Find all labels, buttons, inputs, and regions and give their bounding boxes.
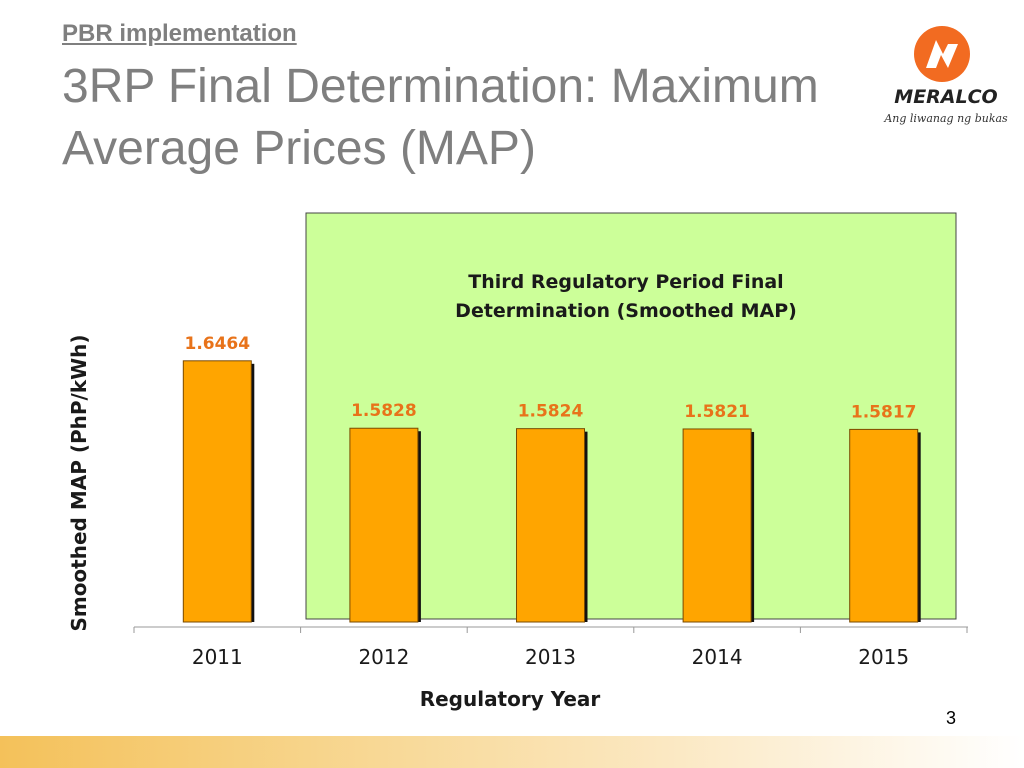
value-label-2014: 1.5821 — [684, 402, 750, 422]
x-tick-label-2014: 2014 — [692, 645, 743, 669]
x-tick-label-2015: 2015 — [858, 645, 909, 669]
bar-2011 — [182, 360, 252, 623]
x-tick-label-2013: 2013 — [525, 645, 576, 669]
bar-2014 — [682, 428, 752, 623]
y-axis-title: Smoothed MAP (PhP/kWh) — [67, 334, 91, 631]
x-tick-label-2012: 2012 — [358, 645, 409, 669]
bar-2015 — [849, 428, 919, 623]
x-tick-label-2011: 2011 — [192, 645, 243, 669]
logo-tagline: Ang liwanag ng bukas — [884, 112, 1008, 125]
value-label-2013: 1.5824 — [518, 402, 584, 422]
company-logo: MERALCO Ang liwanag ng bukas — [876, 24, 1016, 134]
page-number: 3 — [946, 708, 957, 728]
bar-2012 — [349, 427, 419, 623]
tick-labels-layer: 2011 2012 2013 2014 2015 — [133, 627, 968, 669]
x-axis-title: Regulatory Year — [420, 687, 601, 711]
value-label-2011: 1.6464 — [184, 334, 250, 354]
meralco-lightning-icon — [914, 26, 970, 82]
slide-header: PBR implementation 3RP Final Determinati… — [0, 0, 1024, 200]
logo-wordmark: MERALCO — [894, 86, 998, 108]
chart-area: Third Regulatory Period Final Determinat… — [60, 200, 980, 730]
bars-layer: 1.6464 1.5828 1.5824 1.5821 1.5817 — [182, 334, 921, 623]
chart-annotation-line-1: Third Regulatory Period Final — [468, 271, 783, 293]
bar-2013 — [516, 428, 585, 623]
slide-title: 3RP Final Determination: Maximum Average… — [62, 60, 819, 175]
bar-chart: Third Regulatory Period Final Determinat… — [67, 212, 968, 711]
value-label-2015: 1.5817 — [851, 402, 917, 422]
footer-band — [0, 736, 1024, 768]
section-link[interactable]: PBR implementation — [62, 20, 297, 47]
chart-annotation-line-2: Determination (Smoothed MAP) — [455, 300, 797, 322]
value-label-2012: 1.5828 — [351, 401, 417, 421]
